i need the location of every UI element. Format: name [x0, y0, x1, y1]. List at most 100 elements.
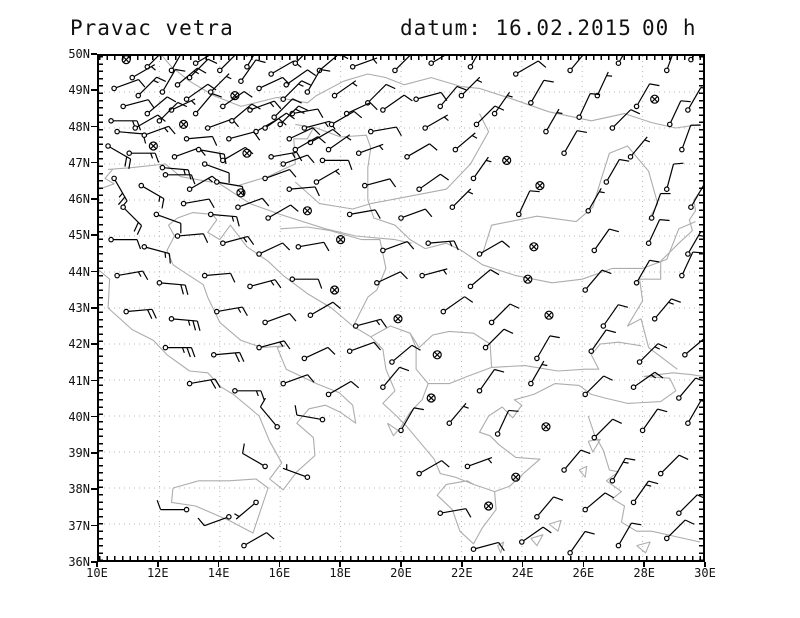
wind-barb	[636, 343, 668, 365]
wind-barb	[244, 56, 254, 70]
wind-barb	[582, 375, 613, 398]
wind-barb	[186, 58, 218, 81]
wind-barb	[467, 56, 478, 70]
wind-barb	[476, 368, 505, 394]
wind-barb	[416, 460, 450, 477]
wind-barb	[201, 272, 236, 283]
wind-barb	[108, 118, 142, 131]
wind-barb	[268, 151, 303, 162]
wind-barb	[220, 146, 254, 164]
calm-station-symbol	[523, 274, 533, 284]
wind-barb	[153, 211, 182, 234]
wind-barb	[645, 219, 670, 247]
wind-barb	[156, 499, 190, 513]
wind-barb	[627, 136, 651, 160]
lat-tick-label: 49N	[68, 83, 90, 98]
wind-barb	[256, 340, 291, 351]
lat-major-tick	[91, 379, 97, 382]
wind-barb	[226, 131, 261, 142]
lat-tick-label: 47N	[68, 155, 90, 170]
calm-station-symbol	[529, 242, 539, 252]
wind-barb	[111, 78, 146, 92]
wind-barb	[346, 341, 381, 355]
wind-barb	[141, 244, 171, 264]
wind-barb	[192, 93, 222, 117]
lat-tick-label: 38N	[68, 482, 90, 497]
wind-barb	[452, 132, 478, 153]
wind-barb	[213, 179, 245, 197]
wind-barb	[114, 270, 149, 281]
wind-barb	[528, 360, 548, 387]
coastlines-borders	[99, 56, 703, 554]
axis-minor-ticks-left	[99, 56, 103, 560]
wind-barb	[543, 108, 563, 135]
wind-barb	[286, 186, 320, 197]
wind-barb	[174, 233, 209, 244]
calm-station-symbol	[535, 181, 545, 191]
calm-station-symbol	[148, 141, 158, 151]
lon-tick-label: 18E	[329, 566, 352, 580]
calm-station-symbol	[336, 235, 346, 245]
wind-barb	[494, 409, 519, 437]
lat-major-tick	[91, 53, 97, 55]
wind-barb	[247, 100, 282, 113]
wind-barb	[473, 105, 505, 128]
wind-barb	[470, 541, 505, 553]
wind-barb	[292, 136, 326, 153]
wind-barb	[277, 105, 308, 128]
wind-barb	[440, 296, 474, 315]
wind-barb	[289, 276, 323, 289]
wind-barb	[449, 188, 474, 211]
wind-barb	[591, 228, 620, 254]
wind-barb	[651, 298, 681, 322]
wind-barb	[352, 318, 388, 329]
wind-barb	[512, 60, 547, 77]
wind-barb	[120, 204, 143, 235]
wind-barb	[630, 480, 659, 506]
wind-barb	[325, 134, 352, 153]
calm-station-symbol	[541, 422, 551, 432]
calm-station-symbol	[242, 148, 252, 158]
lon-major-tick	[339, 562, 341, 567]
wind-barb	[210, 351, 245, 363]
wind-barb	[657, 454, 689, 477]
calm-station-symbol	[302, 206, 312, 216]
wind-barb	[262, 112, 295, 131]
lon-major-tick	[643, 562, 645, 567]
wind-barb	[123, 308, 157, 320]
wind-barb	[213, 306, 248, 317]
wind-barb	[289, 108, 324, 119]
wind-barb	[159, 68, 186, 95]
wind-barb	[582, 492, 615, 513]
lon-tick-label: 22E	[450, 566, 473, 580]
wind-barb	[197, 513, 232, 527]
wind-barb	[108, 236, 142, 250]
lon-major-tick	[521, 562, 524, 567]
wind-barb	[561, 130, 588, 157]
wind-barb	[265, 204, 299, 221]
wind-barb	[367, 126, 402, 137]
wind-barb	[280, 80, 311, 103]
wind-barb	[319, 157, 353, 171]
wind-barb	[666, 100, 691, 128]
lat-tick-label: 48N	[68, 119, 90, 134]
lon-tick-label: 24E	[511, 566, 534, 580]
wind-barb	[346, 209, 381, 219]
wind-barb	[582, 269, 612, 293]
wind-barb	[162, 172, 196, 185]
wind-barb	[162, 344, 196, 358]
wind-barb	[259, 397, 280, 430]
wind-barb	[663, 519, 695, 542]
wind-barb	[294, 405, 326, 423]
lon-major-tick	[461, 562, 463, 567]
wind-barb-chart	[99, 56, 703, 560]
lon-tick-label: 26E	[572, 566, 595, 580]
wind-barb	[235, 197, 270, 211]
wind-barb	[144, 96, 177, 117]
wind-barb	[389, 344, 421, 365]
lat-tick-label: 46N	[68, 192, 90, 207]
wind-barb	[488, 303, 520, 326]
wind-barb	[217, 56, 248, 74]
wind-barb	[413, 91, 448, 103]
